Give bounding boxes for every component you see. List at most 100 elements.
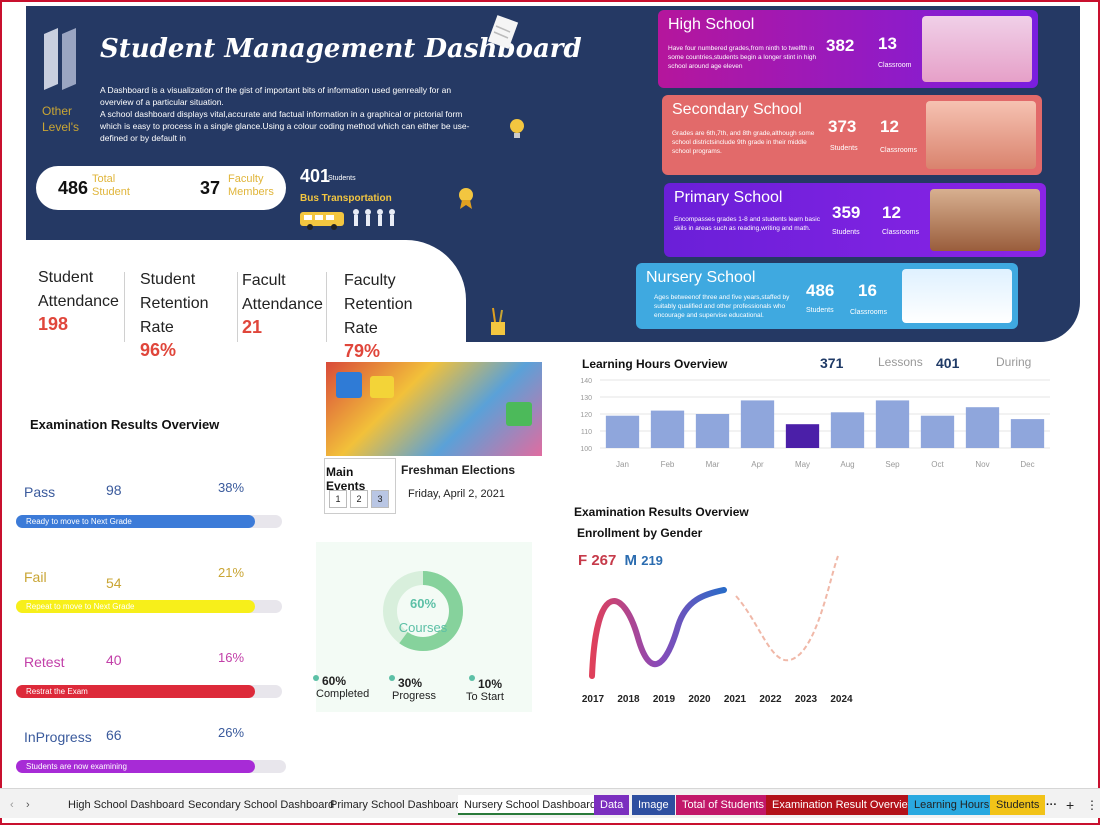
- result-percent: 16%: [218, 650, 245, 665]
- kpi-student-retention: Student Retention Rate 96%: [140, 271, 209, 360]
- y-tick-label: 120: [580, 412, 592, 419]
- card-high-school[interactable]: High School Have four numbered grades,fr…: [658, 10, 1038, 88]
- male-value: 219: [641, 553, 663, 568]
- enrollment-line-forecast: [735, 555, 839, 662]
- result-progress-track: Restrat the Exam: [16, 685, 282, 698]
- y-tick-label: 130: [580, 395, 592, 402]
- tab-total-of-students[interactable]: Total of Students: [676, 795, 770, 815]
- x-tick-label: Oct: [931, 460, 944, 469]
- result-progress-track: Repeat to move to Next Grade: [16, 600, 282, 613]
- totals-pill: 486 Total Student 37 Faculty Members: [36, 166, 286, 210]
- result-count: 66: [106, 727, 122, 743]
- x-tick-label: Mar: [706, 460, 720, 469]
- child-image: [902, 269, 1012, 323]
- bus-students-value: 401: [300, 166, 331, 186]
- bus-transport-label: Bus Transportation: [300, 193, 392, 204]
- tab-examination-result-overview[interactable]: Examination Result Overview: [766, 795, 922, 815]
- total-students-label: Total Student: [92, 173, 130, 198]
- result-percent: 38%: [218, 480, 245, 495]
- tab-primary-school-dashboard[interactable]: Primary School Dashboard: [330, 799, 462, 811]
- donut-center-pct: 60%: [409, 596, 437, 611]
- x-tick-label: Dec: [1020, 460, 1034, 469]
- bar-sep: [875, 400, 910, 448]
- result-count: 40: [106, 652, 122, 668]
- year-label: 2024: [830, 694, 853, 705]
- x-tick-label: May: [795, 460, 810, 469]
- year-label: 2019: [653, 694, 676, 705]
- tab-image[interactable]: Image: [632, 795, 675, 815]
- legend-completed: 60% Completed: [316, 674, 370, 700]
- result-bar-label: Repeat to move to Next Grade: [26, 602, 135, 611]
- faculty-label: Faculty Members: [228, 173, 274, 198]
- kpi-faculty-attendance: Facult Attendance 21: [242, 272, 323, 337]
- bar-oct: [920, 415, 955, 448]
- tab-students[interactable]: Students: [990, 795, 1046, 815]
- legend-to-start: 10% To Start: [466, 677, 504, 703]
- result-name: Pass: [24, 484, 56, 500]
- year-label: 2021: [724, 694, 747, 705]
- tab-high-school-dashboard[interactable]: High School Dashboard: [68, 799, 185, 811]
- tab-data[interactable]: Data: [594, 795, 630, 815]
- x-tick-label: Aug: [840, 460, 854, 469]
- more-tabs-icon[interactable]: ···: [1046, 799, 1057, 811]
- total-students-value: 486: [58, 178, 89, 198]
- scroll-right-icon[interactable]: ›: [26, 799, 30, 811]
- year-label: 2017: [582, 694, 605, 705]
- learning-hours-chart: 100 110 120 130 140 Jan Feb Mar Apr May Aug Sep Oct N…: [580, 378, 1050, 469]
- award-badge-icon: [459, 188, 473, 209]
- sheet-tab-bar: ‹ › High School Dashboard Secondary Schoo…: [0, 788, 1100, 818]
- logo-icon: [44, 28, 76, 90]
- enrollment-title: Enrollment by Gender: [577, 526, 703, 540]
- y-tick-label: 100: [580, 446, 592, 453]
- add-sheet-icon[interactable]: +: [1066, 797, 1075, 813]
- kpi-faculty-retention: Faculty Retention Rate 79%: [344, 272, 413, 361]
- tab-menu-icon[interactable]: ⋮: [1086, 798, 1098, 812]
- students-image: [930, 189, 1040, 251]
- bar-nov: [965, 407, 1000, 448]
- page-1-button[interactable]: 1: [329, 490, 347, 508]
- enrollment-line-solid: [589, 587, 727, 679]
- bus-icon: [300, 209, 395, 230]
- page-3-button[interactable]: 3: [371, 490, 389, 508]
- tab-learning-hours[interactable]: Learning Hours: [908, 795, 996, 815]
- result-bar-label: Restrat the Exam: [26, 687, 88, 696]
- donut-center-label: Courses: [398, 620, 448, 635]
- tab-nursery-school-dashboard[interactable]: Nursery School Dashboard: [458, 795, 603, 815]
- dashboard-description: A Dashboard is a visualization of the gi…: [100, 85, 470, 143]
- students-image: [926, 101, 1036, 169]
- result-progress-fill: [16, 760, 255, 773]
- card-nursery-school[interactable]: Nursery School Ages betweenof three and …: [636, 263, 1018, 329]
- scroll-left-icon[interactable]: ‹: [10, 799, 14, 811]
- legend-dots: [313, 675, 475, 681]
- bar-aug: [830, 412, 865, 448]
- pencil-cup-icon: [491, 307, 505, 335]
- year-label: 2018: [617, 694, 640, 705]
- result-progress-track: Students are now examining: [16, 760, 286, 773]
- logo-text: Other Level's: [42, 104, 79, 134]
- banner-cutout: [26, 240, 466, 350]
- result-percent: 21%: [218, 565, 245, 580]
- y-tick-label: 140: [580, 378, 592, 385]
- result-progress-fill: [16, 685, 256, 698]
- male-label: M: [624, 552, 638, 569]
- enrollment-chart: 2017 2018 2019 2020 2021 2022 2023 2024: [582, 555, 853, 705]
- x-tick-label: Sep: [885, 460, 900, 469]
- result-count: 98: [106, 482, 122, 498]
- page-2-button[interactable]: 2: [350, 490, 368, 508]
- card-secondary-school[interactable]: Secondary School Grades are 6th,7th, and…: [662, 95, 1042, 175]
- event-date: Friday, April 2, 2021: [408, 488, 506, 500]
- result-name: InProgress: [24, 729, 92, 745]
- result-bar-label: Ready to move to Next Grade: [26, 517, 132, 526]
- kpi-divider: [326, 272, 327, 342]
- lightbulb-icon: [510, 119, 524, 138]
- tab-secondary-school-dashboard[interactable]: Secondary School Dashboard: [188, 799, 335, 811]
- card-primary-school[interactable]: Primary School Encompasses grades 1-8 an…: [664, 183, 1046, 257]
- bar-mar: [695, 414, 730, 448]
- result-progress-track: Ready to move to Next Grade: [16, 515, 282, 528]
- year-label: 2020: [688, 694, 711, 705]
- bar-apr: [740, 400, 775, 448]
- legend-progress: 30% Progress: [392, 676, 437, 702]
- result-bar-label: Students are now examining: [26, 762, 127, 771]
